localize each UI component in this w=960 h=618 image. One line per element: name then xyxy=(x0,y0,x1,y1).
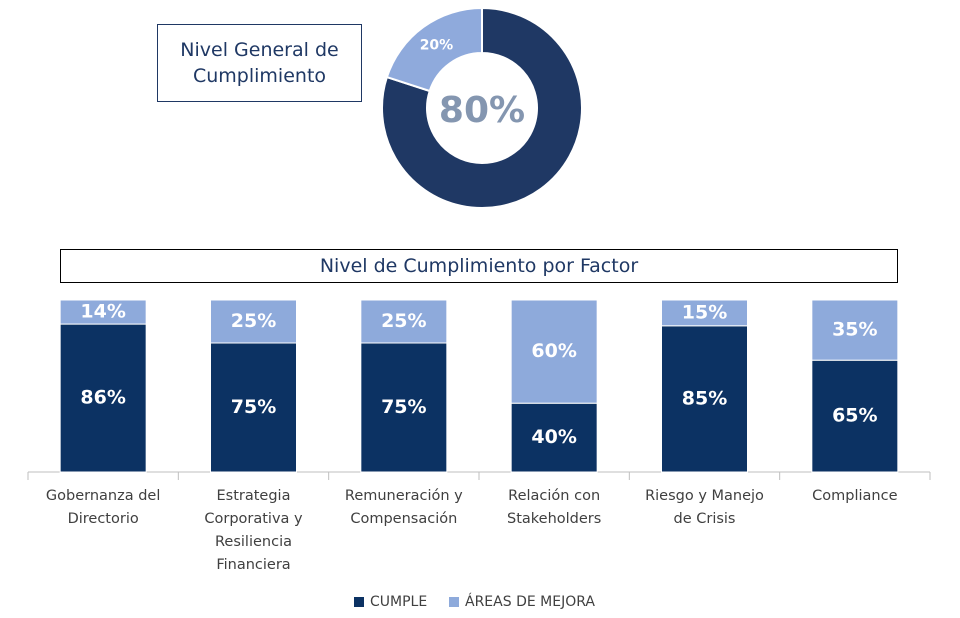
category-label: Relación con Stakeholders xyxy=(507,488,602,527)
legend-item: ÁREAS DE MEJORA xyxy=(449,594,595,610)
bar-segment xyxy=(510,299,598,404)
legend-swatch xyxy=(449,597,459,607)
bar-segment xyxy=(510,402,598,473)
bar-segment xyxy=(360,342,448,473)
legend-swatch xyxy=(354,597,364,607)
bar-label: 40% xyxy=(531,426,576,448)
bar-label: 14% xyxy=(80,301,125,323)
donut-slice xyxy=(381,6,583,209)
category-label: Compliance xyxy=(812,488,898,504)
bar-segment xyxy=(811,359,899,473)
bar-label: 25% xyxy=(381,310,426,332)
slice-label: 20% xyxy=(420,37,454,53)
bar-segment xyxy=(661,325,748,473)
bar-label: 25% xyxy=(231,310,276,332)
bar-segment xyxy=(59,299,147,325)
legend-label: ÁREAS DE MEJORA xyxy=(465,594,595,610)
category-label: Riesgo y Manejo de Crisis xyxy=(645,488,764,527)
bar-label: 75% xyxy=(231,396,276,418)
bar-label: 65% xyxy=(832,405,877,427)
bar-title: Nivel de Cumplimiento por Factor xyxy=(60,249,898,283)
bar-label: 35% xyxy=(832,319,877,341)
legend-label: CUMPLE xyxy=(370,594,428,610)
donut-center-label: 80% xyxy=(439,90,525,131)
bar-segment xyxy=(360,299,448,344)
bar-segment xyxy=(210,342,297,473)
category-label: Remuneración y Compensación xyxy=(344,488,463,527)
bar-label: 75% xyxy=(381,396,426,418)
donut-title: Nivel General de Cumplimiento xyxy=(157,24,362,102)
donut-slice xyxy=(385,6,483,93)
bar-segment xyxy=(210,299,297,344)
bar-label: 60% xyxy=(531,340,576,362)
category-label: Estrategia Corporativa y Resiliencia Fin… xyxy=(204,488,303,573)
legend-item: CUMPLE xyxy=(354,594,427,610)
bar-segment xyxy=(59,323,147,473)
bar-label: 85% xyxy=(682,387,727,409)
category-label: Gobernanza del Directorio xyxy=(45,488,161,527)
bar-label: 15% xyxy=(682,301,727,323)
bar-segment xyxy=(661,299,748,327)
bar-label: 86% xyxy=(80,387,125,409)
bar-segment xyxy=(811,299,899,361)
